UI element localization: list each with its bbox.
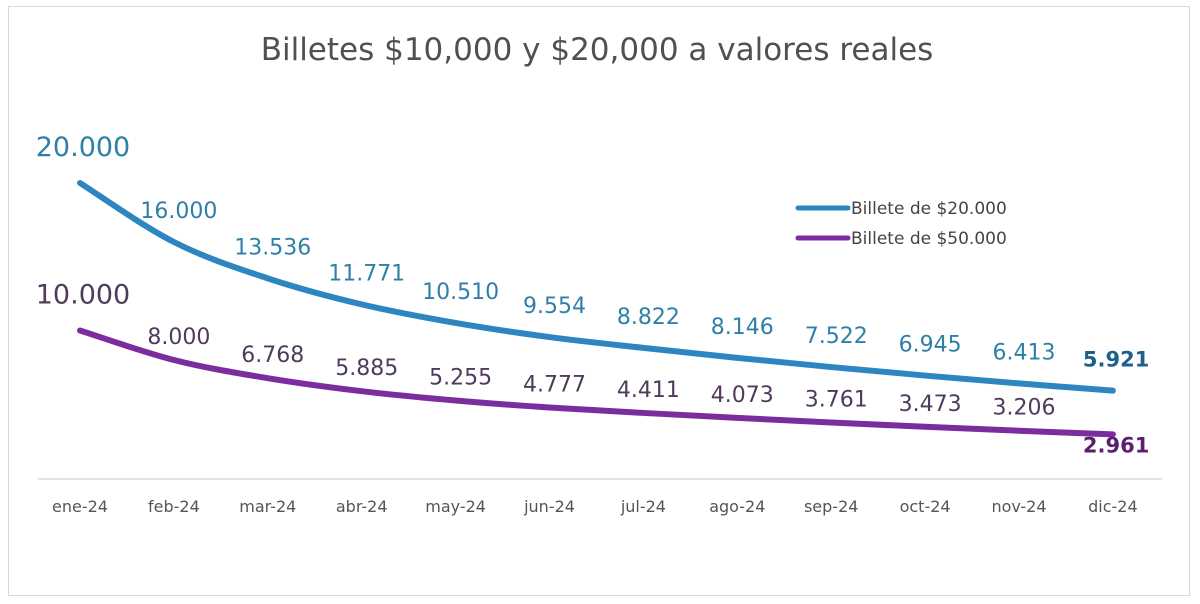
x-tick-label: feb-24: [148, 497, 200, 516]
data-label: 8.822: [617, 305, 680, 330]
x-tick-label: mar-24: [239, 497, 296, 516]
series-line-1: [77, 327, 1116, 438]
data-label: 3.761: [805, 388, 868, 413]
x-tick-label: oct-24: [900, 497, 951, 516]
data-label: 6.768: [241, 343, 304, 368]
x-tick-label: abr-24: [336, 497, 388, 516]
x-tick-label: ago-24: [709, 497, 765, 516]
data-label: 4.073: [711, 383, 774, 408]
data-label: 5.921: [1083, 348, 1149, 372]
data-label: 20.000: [36, 132, 130, 163]
data-label: 16.000: [140, 199, 217, 224]
data-label: 8.146: [711, 315, 774, 340]
series-line-0: [77, 180, 1116, 394]
data-label: 5.255: [429, 365, 492, 390]
x-tick-label: ene-24: [52, 497, 108, 516]
data-label: 2.961: [1083, 433, 1149, 457]
data-label: 3.206: [993, 396, 1056, 421]
x-tick-label: may-24: [425, 497, 486, 516]
data-label: 10.510: [422, 280, 499, 305]
data-label: 5.885: [335, 356, 398, 381]
legend-label-20000: Billete de $20.000: [851, 199, 1007, 219]
legend-label-50000: Billete de $50.000: [851, 229, 1007, 249]
x-tick-label: dic-24: [1088, 497, 1138, 516]
data-label: 4.411: [617, 378, 680, 403]
x-tick-label: jun-24: [523, 497, 575, 516]
data-label: 3.473: [899, 392, 962, 417]
data-label: 6.413: [993, 340, 1056, 365]
x-tick-label: nov-24: [991, 497, 1046, 516]
x-tick-label: sep-24: [804, 497, 858, 516]
data-label: 9.554: [523, 294, 586, 319]
data-label: 13.536: [234, 235, 311, 260]
data-label: 10.000: [36, 280, 130, 311]
chart-title: Billetes $10,000 y $20,000 a valores rea…: [261, 32, 934, 68]
legend: Billete de $20.000 Billete de $50.000: [795, 199, 1007, 249]
chart-frame: [8, 6, 1190, 596]
data-label: 11.771: [328, 261, 405, 286]
x-tick-label: jul-24: [620, 497, 666, 516]
data-label: 4.777: [523, 373, 586, 398]
data-label: 8.000: [147, 325, 210, 350]
data-label: 6.945: [899, 333, 962, 358]
data-label: 7.522: [805, 324, 868, 349]
